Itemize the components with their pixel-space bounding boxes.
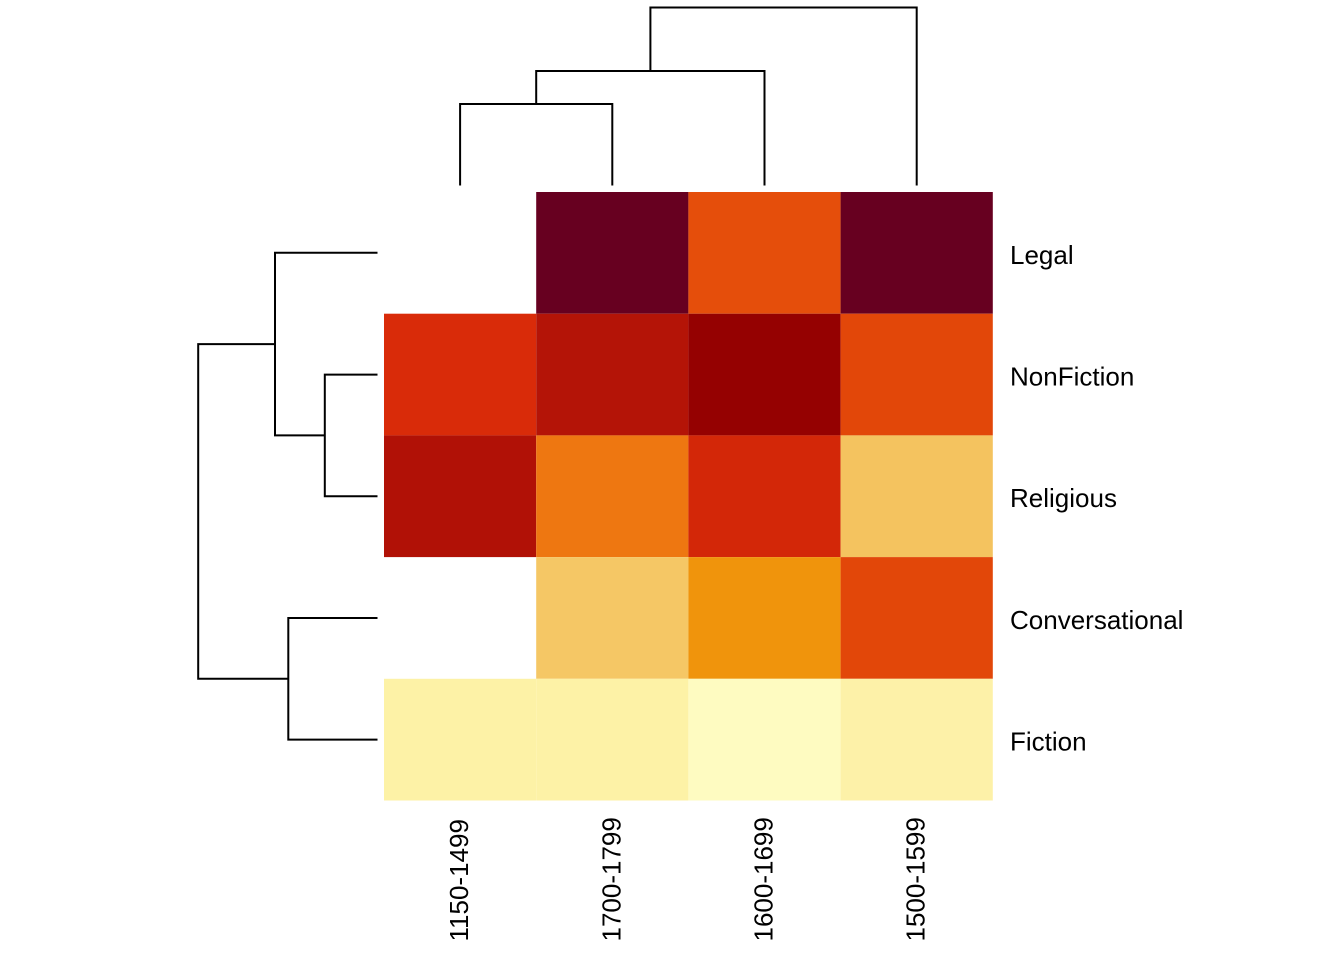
svg-text:NonFiction: NonFiction (1010, 362, 1134, 392)
svg-text:1150-1499: 1150-1499 (444, 819, 474, 941)
svg-text:1500-1599: 1500-1599 (901, 817, 931, 941)
svg-text:1700-1799: 1700-1799 (596, 817, 626, 941)
svg-text:Fiction: Fiction (1010, 727, 1087, 757)
svg-text:Legal: Legal (1010, 240, 1074, 270)
svg-text:1600-1699: 1600-1699 (749, 817, 779, 941)
svg-text:Religious: Religious (1010, 483, 1117, 513)
svg-text:Conversational: Conversational (1010, 605, 1183, 635)
